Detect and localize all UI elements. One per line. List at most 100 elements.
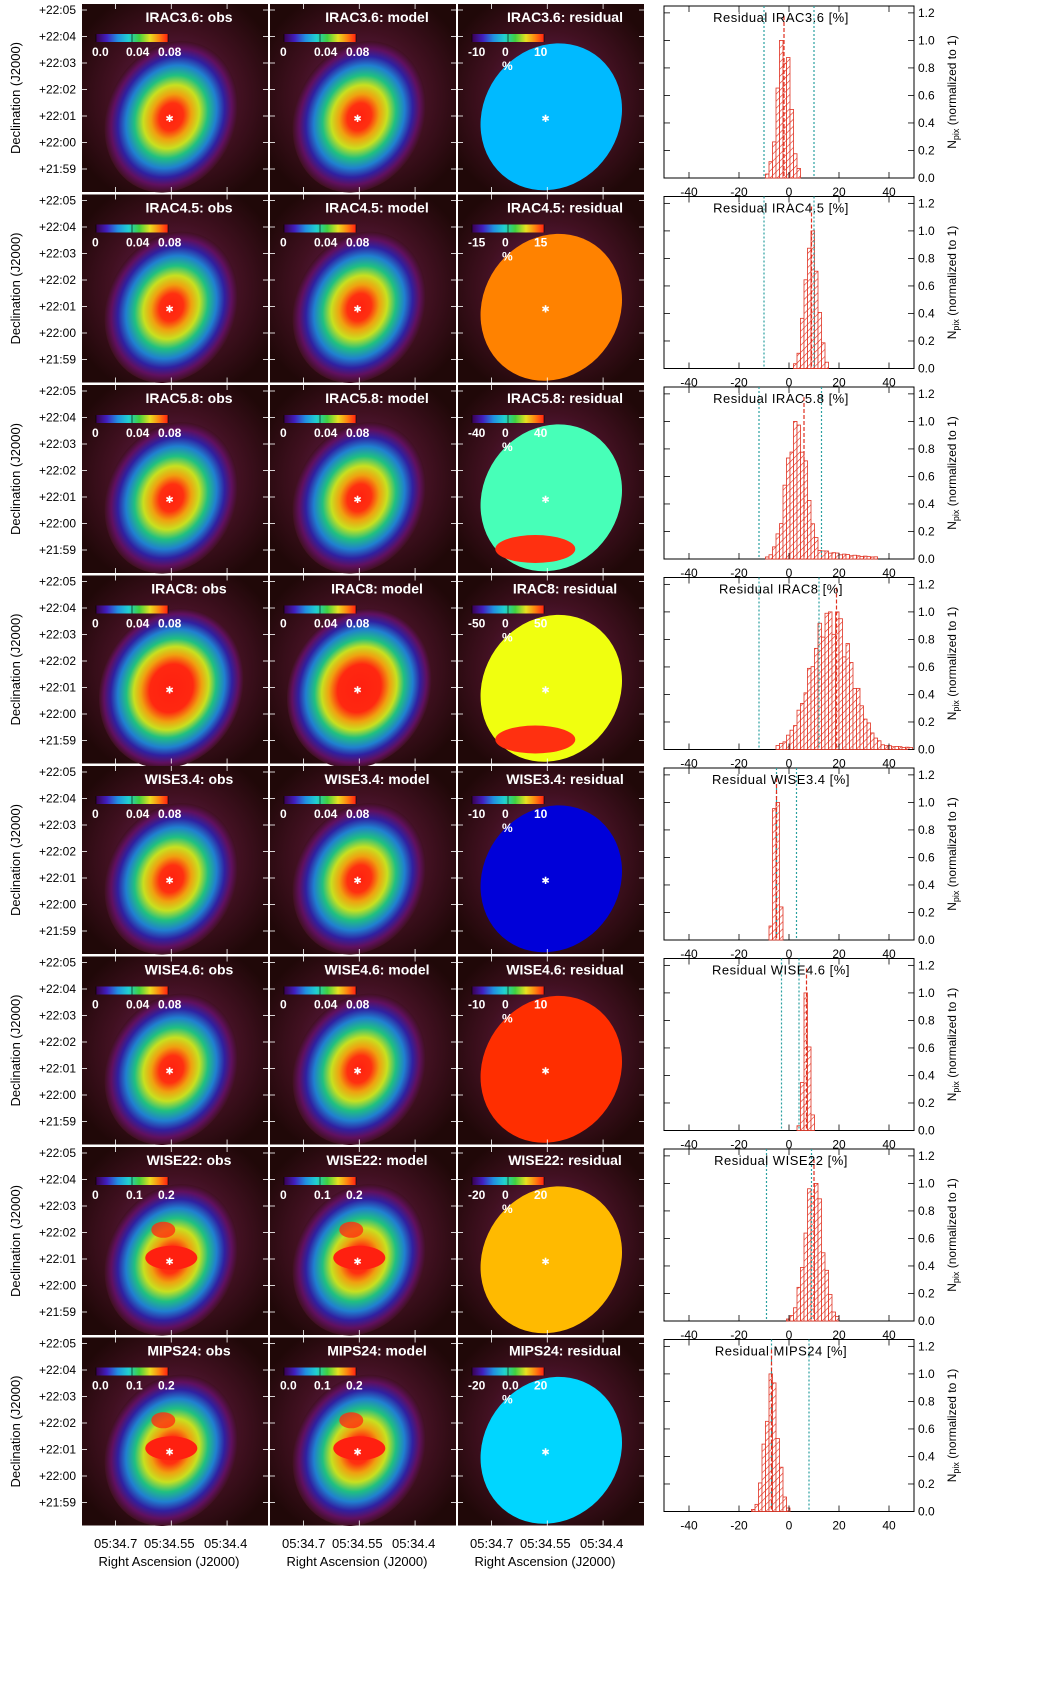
- center-marker: ✱: [165, 495, 173, 506]
- hist-x-tick-label: 0: [786, 376, 793, 390]
- hist-y-tick-label: 0.6: [918, 1422, 935, 1436]
- hist-x-tick-label: 0: [786, 1138, 793, 1152]
- hist-x-tick-label: -40: [680, 1328, 698, 1342]
- histogram-bar: [765, 556, 770, 560]
- colorbar-tick-label: 0: [502, 426, 509, 440]
- obs-panel: ✱ 0 0.04 0.08 IRAC4.5: obs: [82, 194, 268, 383]
- center-marker: ✱: [541, 686, 549, 697]
- hist-x-tick-label: 20: [832, 947, 846, 961]
- colorbar-tick-label: 0.08: [346, 426, 370, 440]
- residual-map: [480, 805, 623, 953]
- histogram-bar: [765, 173, 770, 179]
- dec-tick-label: +22:05: [39, 956, 76, 970]
- histogram-bar: [884, 745, 889, 750]
- ra-tick-label: 05:34.55: [520, 1536, 571, 1551]
- source-emission: [104, 231, 238, 383]
- hist-x-tick-label: -20: [730, 566, 748, 580]
- histogram-bar: [800, 703, 805, 750]
- hist-y-axis-n: N: [945, 521, 959, 530]
- hist-y-tick-label: 0.0: [918, 171, 935, 185]
- dec-tick-label: +22:03: [39, 628, 76, 642]
- percent-label: %: [502, 59, 513, 73]
- hist-y-axis-label: Npix (normalized to 1): [945, 797, 961, 911]
- source-emission: [104, 41, 238, 193]
- histogram-title: Residual WISE22 [%]: [714, 1153, 848, 1168]
- histogram-bar: [782, 484, 787, 560]
- histogram-title: Residual IRAC3.6 [%]: [713, 10, 849, 25]
- dec-tick-label: +22:04: [39, 411, 76, 425]
- histogram-bar: [824, 361, 829, 369]
- dec-tick-label: +21:59: [39, 162, 76, 176]
- colorbar-tick-label: 10: [534, 807, 548, 821]
- model-panel: ✱ 0 0.04 0.08 WISE4.6: model: [270, 956, 456, 1145]
- colorbar-tick-label: 0.08: [346, 45, 370, 59]
- colorbar-tick-label: 0.2: [346, 1379, 363, 1393]
- core-emission: [333, 1436, 386, 1461]
- core-emission: [145, 1436, 198, 1461]
- histogram-bar: [779, 906, 784, 941]
- colorbar-tick-label: 10: [534, 998, 548, 1012]
- center-marker: ✱: [541, 305, 549, 316]
- histogram-bar: [831, 1311, 836, 1322]
- colorbar-tick-label: 0: [280, 236, 287, 250]
- histogram-bar: [803, 279, 808, 369]
- resid-panel: ✱ -10 0 10% WISE3.4: residual: [458, 766, 644, 954]
- hist-y-axis-sub: pix: [951, 509, 961, 521]
- resid-panel: ✱ -10 0 10% IRAC3.6: residual: [458, 4, 644, 192]
- center-marker: ✱: [165, 1448, 173, 1459]
- center-marker: ✱: [541, 495, 549, 506]
- center-marker: ✱: [165, 305, 173, 316]
- obs-panel: ✱ 0.0 0.1 0.2 MIPS24: obs: [82, 1337, 268, 1526]
- histogram-bar: [880, 744, 885, 750]
- histogram-bar: [824, 612, 829, 750]
- histogram-bar: [779, 1466, 784, 1512]
- dec-tick-label: +22:02: [39, 845, 76, 859]
- hist-x-tick-label: 0: [786, 1328, 793, 1342]
- panel-title: IRAC3.6: residual: [507, 9, 623, 25]
- colorbar-tick-label: 0.0: [92, 45, 109, 59]
- dec-tick-label: +22:05: [39, 384, 76, 398]
- dec-tick-label: +22:04: [39, 792, 76, 806]
- hist-x-tick-label: 40: [882, 185, 896, 199]
- histogram-bar: [891, 746, 896, 750]
- hist-y-tick-label: 0.0: [918, 933, 935, 947]
- histogram-bar: [775, 87, 780, 179]
- obs-panel: ✱ 0 0.04 0.08 WISE3.4: obs: [82, 766, 268, 955]
- histogram-bar: [786, 734, 791, 750]
- hist-y-tick-label: 0.6: [918, 660, 935, 674]
- hist-y-axis-n: N: [945, 1283, 959, 1292]
- histogram-bar: [894, 746, 899, 750]
- hist-x-tick-label: -20: [730, 1519, 748, 1533]
- hist-x-tick-label: 20: [832, 757, 846, 771]
- dec-tick-label: +22:01: [39, 871, 76, 885]
- dec-tick-label: +22:03: [39, 56, 76, 70]
- histogram-bar: [796, 168, 801, 179]
- histogram-frame: [663, 577, 915, 750]
- model-panel: ✱ 0 0.04 0.08 IRAC8: model: [270, 575, 456, 769]
- histogram-bar: [803, 1232, 808, 1322]
- hist-y-tick-label: 0.2: [918, 334, 935, 348]
- histogram-title: Residual IRAC4.5 [%]: [713, 201, 849, 216]
- histogram-bar: [863, 718, 868, 750]
- hist-x-tick-label: 0: [786, 947, 793, 961]
- histogram-bar: [793, 1307, 798, 1322]
- dec-tick-label: +22:05: [39, 3, 76, 17]
- dec-tick-label: +22:00: [39, 517, 76, 531]
- hist-y-axis-sub: pix: [951, 1081, 961, 1093]
- row-irac3-6: +22:05 +22:04 +22:03 +22:02 +22:01 +22:00 +21:…: [8, 3, 961, 199]
- panel-title: IRAC4.5: model: [325, 200, 428, 216]
- colorbar-tick-label: 0: [280, 426, 287, 440]
- residual-map: [480, 424, 623, 572]
- histogram-bar: [782, 741, 787, 750]
- percent-label: %: [502, 250, 513, 264]
- histogram-bar: [789, 451, 794, 560]
- colorbar-tick-label: 20: [534, 1379, 548, 1393]
- histogram-bar: [817, 1198, 822, 1322]
- hist-y-tick-label: 0.0: [918, 743, 935, 757]
- hist-x-tick-label: -20: [730, 185, 748, 199]
- histogram-panel: 0.0 0.2 0.4 0.6 0.8 1.0 1.2 -40 -20 0 20 40 Residual…: [663, 5, 961, 199]
- dec-tick-label: +22:03: [39, 1009, 76, 1023]
- colorbar-tick-label: 0.08: [158, 236, 182, 250]
- histogram-bar: [828, 611, 833, 750]
- hist-x-tick-label: -40: [680, 947, 698, 961]
